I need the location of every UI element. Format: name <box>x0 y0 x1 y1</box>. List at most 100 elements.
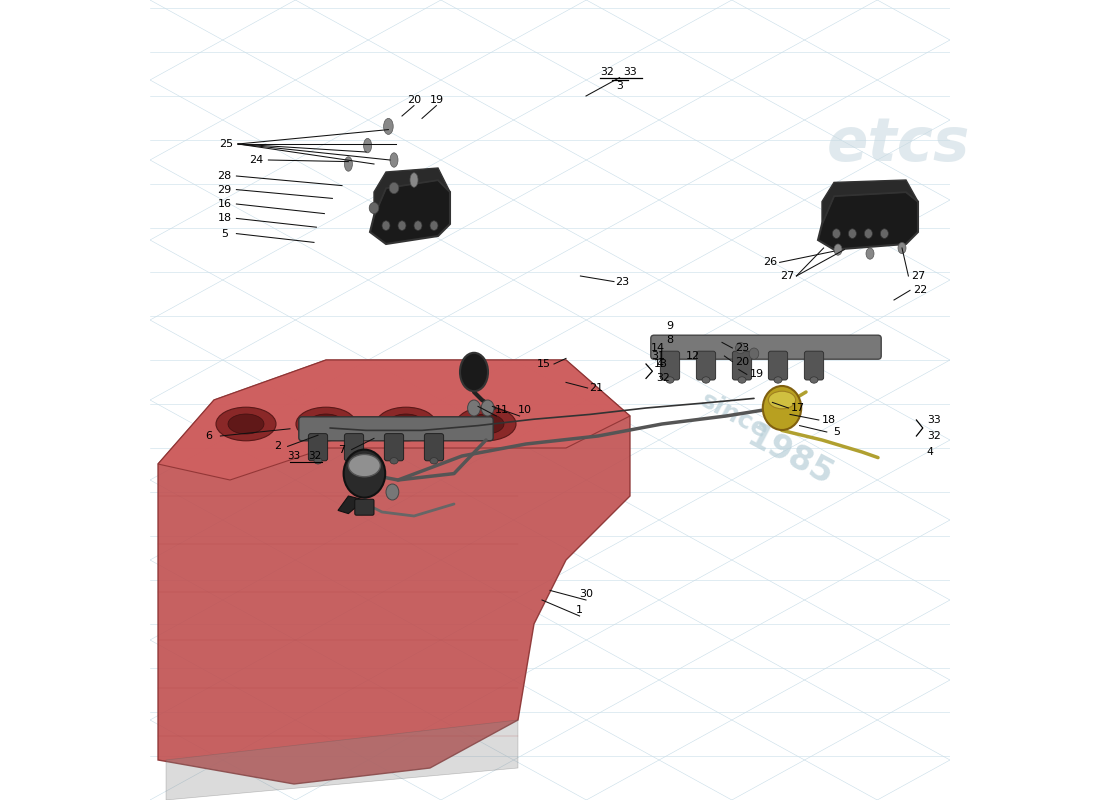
Text: 22: 22 <box>913 286 927 295</box>
Text: 3: 3 <box>616 81 623 90</box>
Ellipse shape <box>384 118 393 134</box>
Text: 26: 26 <box>763 258 777 267</box>
Ellipse shape <box>389 182 399 194</box>
Text: 5: 5 <box>221 229 228 238</box>
Text: 30: 30 <box>579 589 593 598</box>
Text: 21: 21 <box>590 383 604 393</box>
Ellipse shape <box>376 407 436 441</box>
Ellipse shape <box>398 221 406 230</box>
Text: etcs: etcs <box>826 114 970 174</box>
Ellipse shape <box>314 458 322 464</box>
Text: 9: 9 <box>667 322 673 331</box>
Ellipse shape <box>456 407 516 441</box>
Ellipse shape <box>666 377 674 383</box>
Text: 6: 6 <box>205 431 212 441</box>
Polygon shape <box>374 168 450 216</box>
Ellipse shape <box>216 407 276 441</box>
Text: 31: 31 <box>651 351 666 361</box>
Ellipse shape <box>386 484 399 500</box>
Ellipse shape <box>344 157 352 171</box>
Text: 32: 32 <box>308 451 321 461</box>
Ellipse shape <box>880 229 889 238</box>
Text: 25: 25 <box>219 139 233 149</box>
Text: 27: 27 <box>781 271 794 281</box>
Ellipse shape <box>468 400 481 416</box>
Polygon shape <box>338 496 364 514</box>
Polygon shape <box>822 180 918 224</box>
Ellipse shape <box>430 221 438 230</box>
Ellipse shape <box>350 458 358 464</box>
Text: 2: 2 <box>274 442 282 451</box>
Text: 32: 32 <box>601 67 614 77</box>
Text: 10: 10 <box>517 405 531 414</box>
Ellipse shape <box>390 153 398 167</box>
Ellipse shape <box>834 244 842 255</box>
Polygon shape <box>158 360 630 480</box>
Text: 11: 11 <box>495 405 509 414</box>
Ellipse shape <box>833 229 840 238</box>
Polygon shape <box>158 360 630 784</box>
Text: 14: 14 <box>651 343 666 353</box>
Ellipse shape <box>460 353 488 391</box>
Text: 32: 32 <box>657 374 670 383</box>
Ellipse shape <box>769 391 795 409</box>
FancyBboxPatch shape <box>355 499 374 515</box>
Ellipse shape <box>774 377 782 383</box>
FancyBboxPatch shape <box>733 351 751 380</box>
Ellipse shape <box>296 407 356 441</box>
Ellipse shape <box>810 377 818 383</box>
Ellipse shape <box>738 377 746 383</box>
Text: 1: 1 <box>576 605 583 614</box>
Polygon shape <box>166 720 518 800</box>
Ellipse shape <box>382 221 390 230</box>
Text: 27: 27 <box>911 271 925 281</box>
Polygon shape <box>370 180 450 244</box>
Ellipse shape <box>866 248 874 259</box>
Text: 23: 23 <box>615 277 629 286</box>
Ellipse shape <box>308 414 344 434</box>
Text: 19: 19 <box>749 370 763 379</box>
FancyBboxPatch shape <box>299 417 493 441</box>
Text: 18: 18 <box>218 214 231 223</box>
Ellipse shape <box>370 202 378 214</box>
Ellipse shape <box>898 242 906 254</box>
Ellipse shape <box>848 229 857 238</box>
Text: 1985: 1985 <box>741 420 838 492</box>
Text: 20: 20 <box>407 95 421 105</box>
Polygon shape <box>818 192 918 250</box>
Ellipse shape <box>410 173 418 187</box>
Text: 24: 24 <box>250 155 264 165</box>
FancyBboxPatch shape <box>769 351 788 380</box>
Text: 23: 23 <box>735 343 749 353</box>
FancyBboxPatch shape <box>344 434 364 461</box>
Text: 33: 33 <box>927 415 940 425</box>
Ellipse shape <box>468 414 504 434</box>
Text: 15: 15 <box>537 359 551 369</box>
Text: 13: 13 <box>653 359 668 369</box>
Ellipse shape <box>390 458 398 464</box>
Ellipse shape <box>749 348 759 359</box>
Text: 16: 16 <box>218 199 231 209</box>
Text: 7: 7 <box>339 445 345 454</box>
Text: 5: 5 <box>833 427 840 437</box>
Ellipse shape <box>228 414 264 434</box>
Text: 12: 12 <box>685 351 700 361</box>
Text: 20: 20 <box>735 357 749 366</box>
Text: 33: 33 <box>624 67 637 77</box>
FancyBboxPatch shape <box>308 434 328 461</box>
Text: 17: 17 <box>791 403 805 413</box>
Ellipse shape <box>343 450 385 498</box>
Ellipse shape <box>388 414 424 434</box>
Text: 32: 32 <box>927 431 940 441</box>
Text: 4: 4 <box>927 447 934 457</box>
Text: 4: 4 <box>657 359 663 369</box>
Ellipse shape <box>736 342 745 354</box>
FancyBboxPatch shape <box>804 351 824 380</box>
Ellipse shape <box>349 454 381 477</box>
FancyBboxPatch shape <box>696 351 716 380</box>
Ellipse shape <box>702 377 710 383</box>
Ellipse shape <box>414 221 422 230</box>
Text: 33: 33 <box>287 451 300 461</box>
Text: 18: 18 <box>822 415 836 425</box>
FancyBboxPatch shape <box>651 335 881 359</box>
